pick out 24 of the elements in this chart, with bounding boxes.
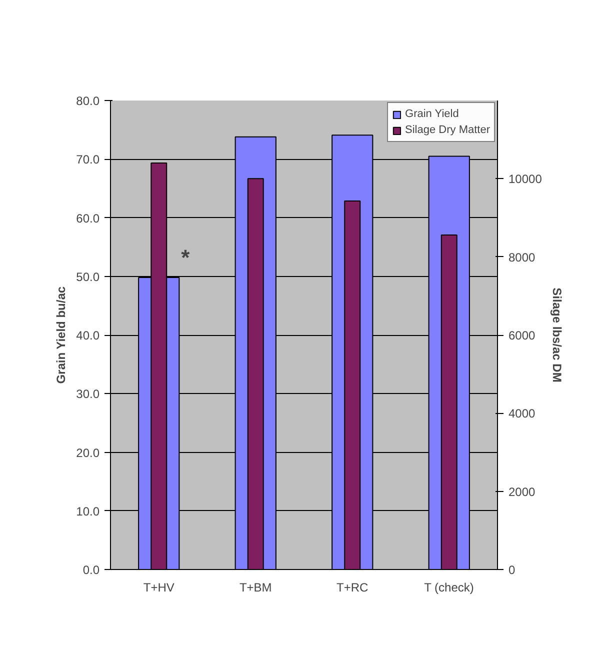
y-tick-label: 80.0 bbox=[76, 94, 100, 108]
legend-label: Grain Yield bbox=[405, 107, 459, 121]
y-tick-label: 20.0 bbox=[76, 446, 100, 460]
y2-tick-label: 10000 bbox=[508, 172, 542, 186]
y-tick-label: 30.0 bbox=[76, 387, 100, 402]
y2-axis-title: Silage lbs/ac DM bbox=[550, 288, 564, 382]
y-tick-label: 60.0 bbox=[76, 211, 100, 226]
y-tick-label: 50.0 bbox=[76, 270, 100, 284]
x-tick-label: T+BM bbox=[239, 580, 272, 594]
y2-tick-label: 6000 bbox=[508, 328, 536, 342]
y2-tick-label: 2000 bbox=[508, 484, 536, 499]
x-tick-label: T (check) bbox=[424, 580, 474, 594]
y-tick-label: 0.0 bbox=[82, 563, 100, 577]
y2-tick-label: 4000 bbox=[508, 406, 536, 421]
annotation: * bbox=[181, 245, 190, 270]
y2-tick-label: 0 bbox=[508, 563, 516, 577]
x-tick-label: T+RC bbox=[336, 580, 369, 594]
legend-label: Silage Dry Matter bbox=[405, 123, 490, 137]
y-axis-title: Grain Yield bu/ac bbox=[54, 286, 68, 384]
y2-tick-label: 8000 bbox=[508, 250, 536, 264]
x-tick-label: T+HV bbox=[143, 580, 174, 594]
y-tick-label: 70.0 bbox=[76, 152, 100, 167]
y-tick-label: 10.0 bbox=[76, 504, 100, 518]
y-tick-label: 40.0 bbox=[76, 328, 100, 342]
